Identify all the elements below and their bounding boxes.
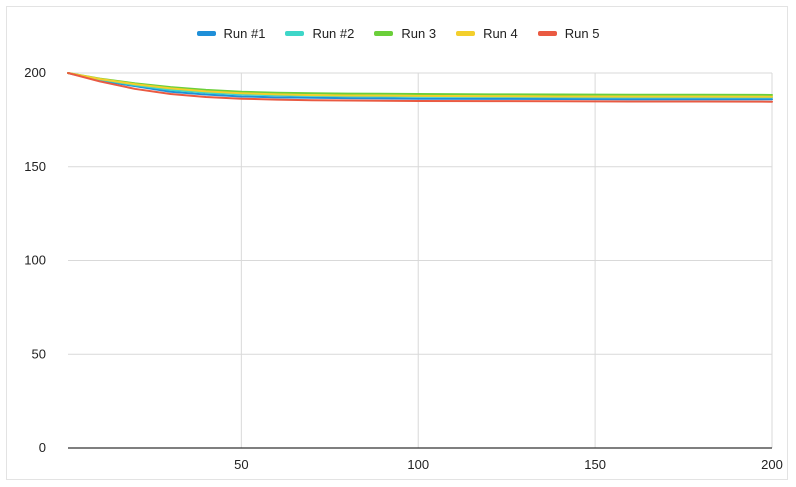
legend-item-run-4[interactable]: Run 4 xyxy=(456,26,518,41)
legend-label-run-4: Run 4 xyxy=(483,26,518,41)
legend-label-run-3: Run 3 xyxy=(401,26,437,41)
series-line-3 xyxy=(67,72,773,96)
series-line-5 xyxy=(67,72,773,103)
series-line-4 xyxy=(67,72,773,98)
x-tick-label-150: 150 xyxy=(584,457,606,472)
x-tick-label-50: 50 xyxy=(234,457,248,472)
x-tick-label-100: 100 xyxy=(407,457,429,472)
legend-label-run-2: Run #2 xyxy=(312,26,355,41)
y-tick-label-50: 50 xyxy=(32,346,46,361)
y-tick-label-150: 150 xyxy=(24,159,46,174)
x-tick-label-200: 200 xyxy=(761,457,783,472)
y-tick-label-100: 100 xyxy=(24,253,46,268)
legend-item-run-1[interactable]: Run #1 xyxy=(196,26,266,41)
legend-label-run-5: Run 5 xyxy=(564,26,600,41)
legend-item-run-2[interactable]: Run #2 xyxy=(285,26,354,41)
legend-item-run-5[interactable]: Run 5 xyxy=(537,26,600,41)
legend-swatch-run-1 xyxy=(196,31,216,36)
legend-label-run-1: Run #1 xyxy=(223,26,266,41)
legend-swatch-run-3 xyxy=(374,31,394,36)
legend-item-run-3[interactable]: Run 3 xyxy=(374,26,436,41)
legend-swatch-run-2 xyxy=(285,31,305,36)
legend-swatch-run-5 xyxy=(537,31,557,36)
series-line-1 xyxy=(67,72,773,101)
legend-swatch-run-4 xyxy=(456,31,476,36)
chart-legend: Run #1 Run #2 Run 3 Run 4 Run 5 xyxy=(0,26,796,41)
y-tick-label-0: 0 xyxy=(39,440,46,455)
y-tick-label-200: 200 xyxy=(24,65,46,80)
